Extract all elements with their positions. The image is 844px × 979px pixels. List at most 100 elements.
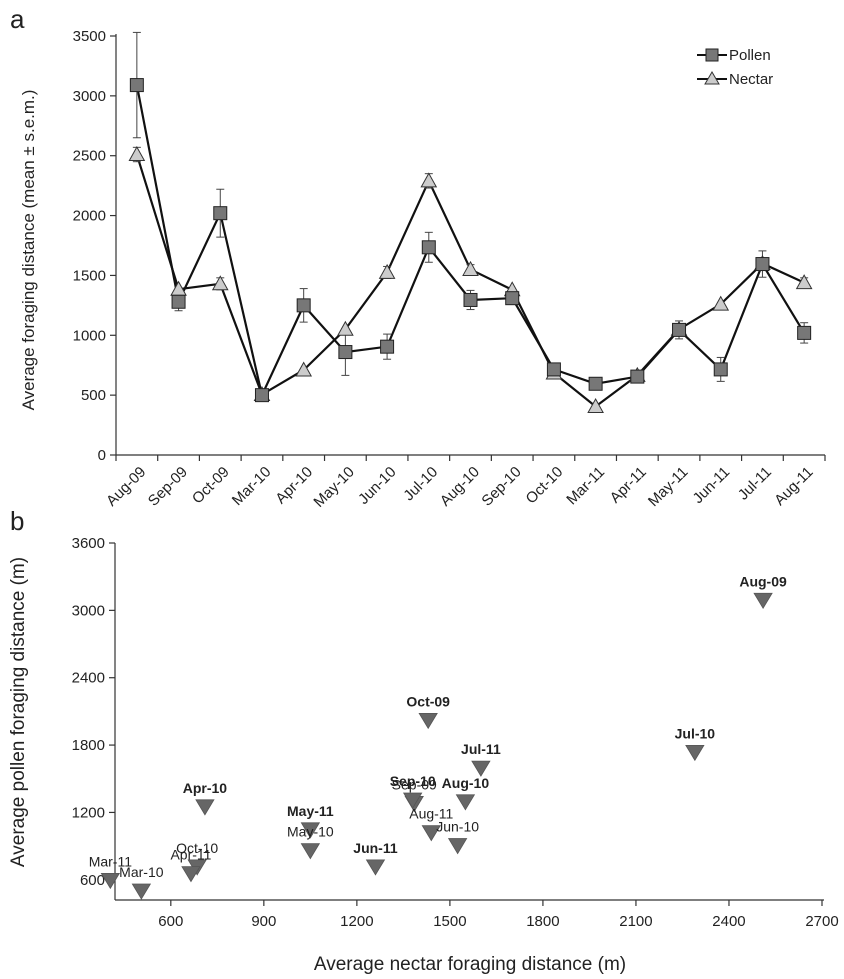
pollen-point: [546, 362, 561, 377]
panel-a-x-tick-label: Jul-10: [400, 463, 441, 504]
panel-a-y-tick-label: 2500: [73, 148, 106, 165]
panel-a-y-tick-label: 2000: [73, 208, 106, 225]
scatter-point: [300, 843, 321, 860]
pollen-point: [254, 388, 269, 403]
series-line-nectar: [135, 154, 805, 408]
scatter-point: [685, 744, 705, 762]
pollen-point: [630, 369, 645, 384]
panel-b-y-tick-label: 2400: [72, 670, 105, 687]
series-line-pollen: [135, 84, 806, 399]
scatter-point: [447, 838, 468, 855]
scatter-point-label: Apr-10: [183, 780, 228, 796]
panel-b-axes: 600 1200 1800 2400 3000 3600 600 900 1200 1500 180…: [72, 535, 839, 930]
panel-b-x-tick-label: 2700: [805, 913, 838, 930]
scatter-point-label: Aug-09: [739, 573, 787, 589]
panel-b-x-tick-label: 900: [251, 913, 276, 930]
nectar-point: [295, 361, 313, 377]
legend-marker-nectar: [704, 71, 720, 85]
panel-a-markers: [128, 78, 813, 414]
pollen-point: [380, 339, 395, 354]
scatter-point-label: Jul-11: [461, 741, 501, 757]
nectar-point: [587, 397, 604, 414]
scatter-point: [418, 712, 438, 730]
scatter-point: [365, 859, 386, 876]
panel-b-x-tick-label: 600: [158, 913, 183, 930]
scatter-point-label: Oct-09: [406, 693, 450, 709]
panel-a-x-tick-label: Aug-11: [771, 463, 816, 508]
panel-a-line-chart: a Average foraging distance (mean ± s.e.…: [10, 4, 826, 511]
panel-a-x-tick-label: Oct-10: [523, 463, 567, 507]
nectar-point: [712, 295, 730, 311]
pollen-point: [713, 362, 728, 377]
panel-a-y-tick-label: 0: [98, 447, 106, 464]
scatter-point-label: Oct-10: [176, 840, 218, 856]
panel-b-scatter-chart: b Average pollen foraging distance (m) A…: [8, 506, 839, 975]
panel-a-x-tick-label: Mar-11: [563, 463, 608, 508]
pollen-point: [421, 240, 436, 255]
pollen-point: [505, 291, 520, 306]
pollen-point: [129, 78, 144, 93]
scatter-point-label: Apr-11: [170, 847, 211, 863]
panel-a-x-tick-label: Apr-11: [607, 463, 650, 506]
panel-b-x-axis-title: Average nectar foraging distance (m): [314, 954, 626, 975]
panel-a-x-tick-label: Jun-10: [355, 463, 399, 507]
panel-a-y-tick-label: 3500: [73, 28, 106, 45]
scatter-point: [181, 866, 201, 883]
scatter-point-label: Jul-10: [675, 725, 716, 741]
scatter-point: [455, 794, 476, 811]
pollen-point: [672, 322, 687, 337]
nectar-point: [420, 172, 438, 188]
panel-a-legend: Pollen Nectar: [697, 47, 773, 88]
nectar-point: [211, 275, 229, 291]
legend-label-pollen: Pollen: [729, 47, 771, 64]
pollen-point: [171, 294, 186, 309]
panel-a-error-bars: [132, 31, 809, 382]
scatter-point-label: Sep-09: [392, 776, 437, 792]
panel-b-letter: b: [10, 506, 24, 536]
scatter-point-label: Sep-10: [390, 773, 436, 789]
panel-b-x-tick-label: 1200: [340, 913, 373, 930]
panel-b-x-tick-label: 2400: [712, 913, 745, 930]
panel-b-x-tick-label: 1500: [433, 913, 466, 930]
scatter-point: [421, 825, 441, 842]
nectar-point: [378, 263, 396, 279]
nectar-point: [462, 260, 479, 276]
scatter-point-label: Aug-11: [409, 806, 453, 822]
pollen-point: [296, 298, 311, 313]
scatter-point: [131, 883, 152, 900]
panel-a-y-axis-title: Average foraging distance (mean ± s.e.m.…: [19, 90, 38, 411]
panel-a-x-tick-label: Aug-09: [103, 463, 149, 509]
panel-b-y-tick-label: 1800: [72, 737, 105, 754]
panel-b-y-axis-title: Average pollen foraging distance (m): [8, 557, 29, 867]
panel-a-y-tick-label: 3000: [73, 88, 106, 105]
scatter-point-label: May-11: [287, 803, 334, 819]
panel-a-axes: 0 500 1000 1500 2000 2500 3000 3500 Aug-09Sep-09…: [73, 28, 826, 511]
legend-marker-pollen: [705, 48, 719, 62]
scatter-point: [471, 760, 491, 777]
pollen-point: [588, 376, 603, 391]
pollen-point: [797, 325, 812, 340]
scatter-point: [300, 822, 321, 839]
legend-label-nectar: Nectar: [729, 71, 773, 88]
panel-a-x-tick-label: Jun-11: [690, 463, 734, 507]
panel-a-letter: a: [10, 4, 25, 34]
panel-a-x-tick-label: May-11: [645, 463, 692, 510]
panel-b-points: [100, 592, 773, 900]
scatter-point: [753, 592, 773, 610]
scatter-point-label: Jun-11: [353, 840, 398, 856]
pollen-point: [338, 345, 353, 360]
scatter-point-label: Mar-11: [89, 853, 133, 869]
panel-a-x-tick-label: Oct-09: [189, 463, 233, 507]
panel-a-x-tick-label: Sep-10: [478, 463, 524, 509]
panel-a-x-tick-label: Aug-10: [437, 463, 483, 509]
scatter-point: [402, 792, 423, 809]
pollen-point: [755, 257, 770, 272]
scatter-point-label: Jun-10: [436, 819, 479, 835]
panel-b-point-labels: Aug-09 Sep-09 Oct-09 Mar-10 Apr-10 May-10 Jun-…: [89, 573, 787, 880]
panel-a-y-tick-label: 1000: [73, 327, 106, 344]
panel-a-x-tick-label: Apr-10: [272, 463, 316, 507]
nectar-point: [337, 320, 354, 336]
scatter-point-label: Mar-10: [119, 864, 164, 880]
scatter-point-label: May-10: [287, 824, 334, 840]
